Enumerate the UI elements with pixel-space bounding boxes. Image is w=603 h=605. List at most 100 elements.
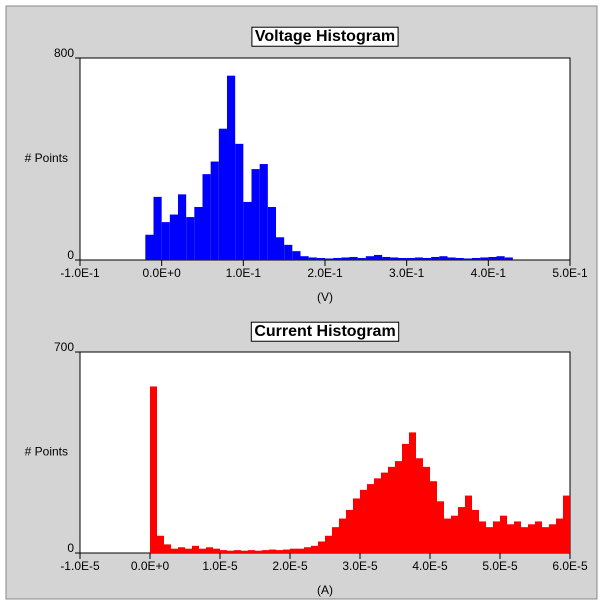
- bar: [206, 547, 213, 553]
- y-tick-label: 700: [54, 340, 74, 354]
- bar: [311, 545, 318, 553]
- bar: [465, 495, 472, 553]
- x-tick-label: 2.0E-5: [272, 559, 308, 573]
- bar: [218, 128, 227, 260]
- bar: [341, 257, 350, 260]
- bar: [171, 548, 178, 553]
- bar: [402, 443, 409, 553]
- bar: [325, 535, 332, 553]
- bar: [504, 257, 513, 260]
- bar: [185, 548, 192, 553]
- x-tick-label: -1.0E-5: [60, 559, 100, 573]
- bar: [416, 458, 423, 553]
- bar: [349, 256, 358, 260]
- bar: [325, 258, 334, 260]
- bar: [500, 515, 507, 553]
- bar: [472, 257, 481, 260]
- bar: [210, 161, 219, 260]
- bar: [521, 527, 528, 553]
- title-box: [250, 321, 400, 342]
- bar: [227, 75, 236, 260]
- x-axis-label: (V): [317, 290, 333, 304]
- bar: [161, 222, 170, 260]
- bar: [318, 541, 325, 553]
- x-tick-label: 1.0E-5: [202, 559, 238, 573]
- y-axis-label: # Points: [25, 151, 68, 165]
- bar: [493, 521, 500, 553]
- bar: [423, 466, 430, 553]
- chart-title: Current Histogram: [254, 323, 395, 340]
- bar: [423, 257, 432, 260]
- bar: [388, 466, 395, 553]
- bar: [276, 237, 285, 260]
- bar: [480, 257, 489, 260]
- bar: [202, 174, 211, 260]
- chart-title: Voltage Histogram: [255, 28, 395, 45]
- bar: [556, 518, 563, 553]
- bar: [542, 527, 549, 553]
- y-tick-label: 0: [67, 541, 74, 555]
- bar: [164, 544, 171, 553]
- bar: [186, 217, 195, 260]
- x-tick-label: 2.0E-1: [307, 266, 343, 280]
- bar: [157, 535, 164, 553]
- x-tick-label: 4.0E-1: [471, 266, 507, 280]
- bar: [243, 201, 252, 260]
- bar: [304, 547, 311, 553]
- bar: [145, 234, 154, 260]
- bar: [353, 498, 360, 553]
- bar: [406, 257, 415, 260]
- x-tick-label: 0.0E+0: [142, 266, 181, 280]
- bar: [255, 550, 262, 553]
- bar: [437, 501, 444, 553]
- bar: [292, 251, 301, 260]
- bar: [241, 550, 248, 553]
- bar: [332, 527, 339, 553]
- x-tick-label: 4.0E-5: [412, 559, 448, 573]
- bar: [220, 550, 227, 553]
- bar: [251, 169, 260, 260]
- bar: [234, 550, 241, 553]
- title-box: [251, 26, 399, 47]
- bar: [514, 521, 521, 553]
- bar: [259, 164, 268, 260]
- bar: [269, 549, 276, 553]
- bar: [308, 257, 317, 260]
- bar: [153, 196, 162, 260]
- bar: [365, 256, 374, 260]
- x-tick-label: 3.0E-1: [389, 266, 425, 280]
- bar: [316, 257, 325, 260]
- bar: [458, 507, 465, 553]
- bar: [357, 257, 366, 260]
- bar: [563, 495, 570, 553]
- bar: [339, 518, 346, 553]
- x-tick-label: 5.0E-5: [482, 559, 518, 573]
- bar: [374, 254, 383, 260]
- bar: [374, 478, 381, 553]
- x-tick-label: -1.0E-1: [60, 266, 100, 280]
- bar: [248, 550, 255, 553]
- bar: [549, 524, 556, 553]
- bar: [507, 524, 514, 553]
- bar: [169, 214, 178, 260]
- bar: [414, 257, 423, 260]
- x-tick-label: 6.0E-5: [552, 559, 588, 573]
- bar: [431, 256, 440, 260]
- bar: [199, 548, 206, 553]
- bar: [297, 548, 304, 553]
- bar: [395, 461, 402, 553]
- bar: [227, 550, 234, 553]
- bar: [486, 527, 493, 553]
- bar: [284, 244, 293, 260]
- x-axis-label: (A): [317, 583, 333, 597]
- bar: [367, 484, 374, 553]
- bar: [333, 257, 342, 260]
- bar: [276, 550, 283, 553]
- x-tick-label: 5.0E-1: [552, 266, 588, 280]
- bar: [447, 257, 456, 260]
- bar: [290, 548, 297, 553]
- bar: [178, 547, 185, 553]
- bar: [472, 509, 479, 553]
